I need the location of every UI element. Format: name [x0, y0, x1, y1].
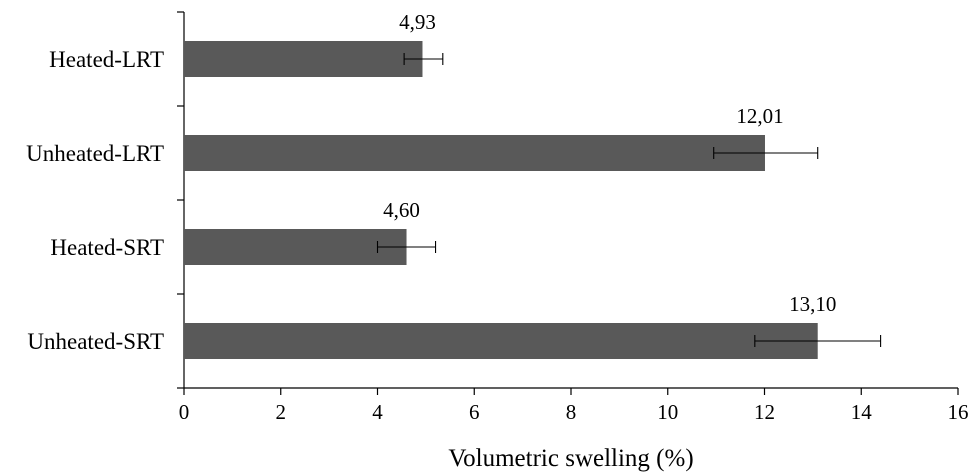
data-labels: 4,93 12,01 4,60 13,10: [383, 10, 836, 316]
error-bar: [754, 335, 882, 347]
error-bar: [713, 147, 819, 159]
bar: [184, 229, 407, 265]
data-label: 12,01: [736, 104, 783, 128]
bar: [184, 323, 818, 359]
category-label: Heated-SRT: [50, 235, 164, 260]
x-axis-tick-labels: 0 2 4 6 8 10 12 14 16: [179, 400, 969, 424]
error-bar: [403, 53, 444, 65]
x-tick-label: 0: [179, 400, 190, 424]
x-tick-label: 8: [566, 400, 577, 424]
data-label: 13,10: [789, 292, 836, 316]
category-label: Unheated-SRT: [27, 329, 164, 354]
x-tick-label: 12: [754, 400, 775, 424]
error-bars: [376, 53, 882, 347]
x-tick-label: 6: [469, 400, 480, 424]
category-label: Unheated-LRT: [26, 141, 164, 166]
error-bar: [376, 241, 437, 253]
bars: [184, 41, 818, 359]
x-tick-label: 10: [657, 400, 678, 424]
bar: [184, 41, 423, 77]
x-axis-title: Volumetric swelling (%): [448, 445, 693, 472]
data-label: 4,93: [399, 10, 436, 34]
x-tick-label: 14: [851, 400, 873, 424]
x-tick-label: 4: [372, 400, 383, 424]
y-axis-ticks: [177, 11, 184, 389]
x-axis-ticks: [183, 388, 959, 395]
category-label: Heated-LRT: [49, 47, 164, 72]
bar: [184, 135, 765, 171]
data-label: 4,60: [383, 198, 420, 222]
x-tick-label: 2: [276, 400, 287, 424]
category-labels: Heated-LRT Unheated-LRT Heated-SRT Unheated…: [26, 47, 164, 354]
x-tick-label: 16: [948, 400, 969, 424]
